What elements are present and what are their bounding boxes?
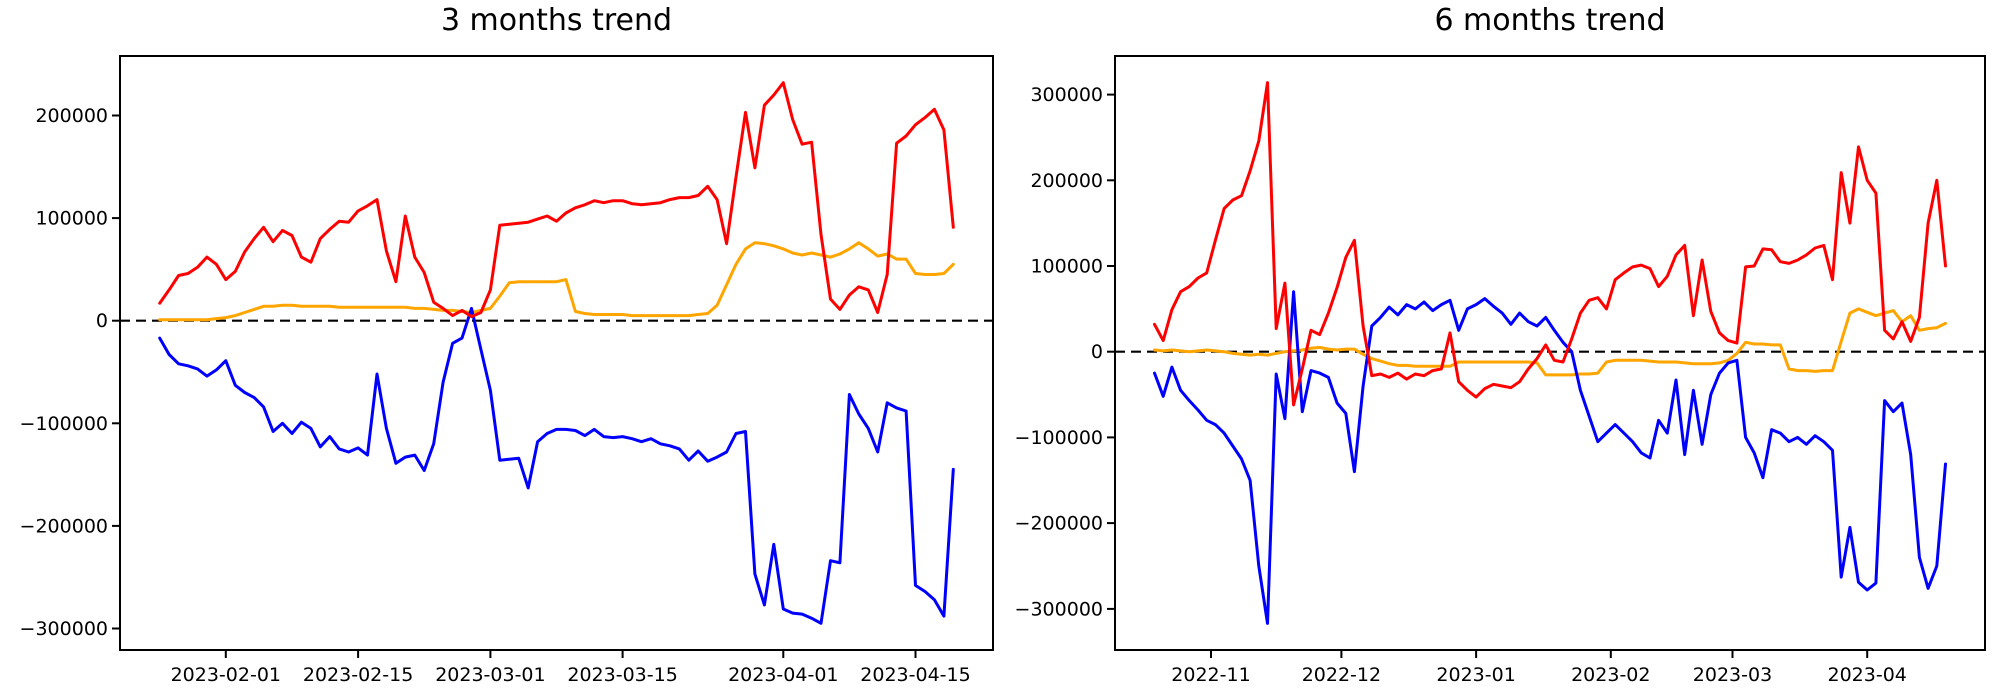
x-tick-label: 2023-03-15 <box>567 664 677 686</box>
chart-title-6-months: 6 months trend <box>1434 3 1666 38</box>
y-tick-label: 300000 <box>1030 84 1103 106</box>
series-orange-line <box>158 241 955 322</box>
x-tick-label: 2023-02-01 <box>171 664 281 686</box>
y-tick-label: −300000 <box>1015 598 1103 620</box>
y-tick-label: 0 <box>96 310 108 332</box>
chart-3-months-trend: 3 months trend 2023-02-01 2023-02-15 2023-… <box>20 3 994 686</box>
series-red-line <box>1153 81 1947 407</box>
x-tick-label: 2023-04-15 <box>860 664 970 686</box>
chart-6-months-trend: 6 months trend 2022-11 2022-12 2023-01 2023… <box>1000 0 2000 700</box>
x-tick-label: 2023-02-15 <box>303 664 413 686</box>
y-tick-label: −100000 <box>1015 427 1103 449</box>
x-tick-label: 2022-11 <box>1171 664 1250 686</box>
x-tick-label: 2023-03 <box>1693 664 1772 686</box>
series-red-line <box>158 81 955 319</box>
plot-border <box>1114 55 1986 651</box>
x-tick-label: 2022-12 <box>1302 664 1381 686</box>
y-tick-label: −300000 <box>20 618 108 640</box>
y-tick-label: −200000 <box>20 515 108 537</box>
chart-title-3-months: 3 months trend <box>440 3 673 38</box>
x-tick-label: 2023-03-01 <box>435 664 545 686</box>
series-orange-line <box>1153 307 1947 377</box>
x-tick-label: 2023-02 <box>1571 664 1650 686</box>
x-tick-label: 2023-04-01 <box>728 664 838 686</box>
x-tick-label: 2023-04 <box>1828 664 1907 686</box>
y-tick-label: 200000 <box>35 105 108 127</box>
y-tick-label: 100000 <box>1030 256 1103 278</box>
y-tick-label: 0 <box>1091 341 1103 363</box>
y-tick-label: 100000 <box>35 208 108 230</box>
y-tick-label: −100000 <box>20 413 108 435</box>
plot-border <box>119 55 994 651</box>
x-tick-label: 2023-01 <box>1436 664 1515 686</box>
y-tick-label: 200000 <box>1030 170 1103 192</box>
series-blue-line <box>1153 290 1947 625</box>
series-blue-line <box>158 306 955 625</box>
plot-area-3-months: 2023-02-01 2023-02-15 2023-03-01 2023-03-15… <box>20 55 994 686</box>
plot-area-6-months: 2022-11 2022-12 2023-01 2023-02 2023-03 2023-… <box>1015 55 1986 686</box>
y-tick-label: −200000 <box>1015 513 1103 535</box>
